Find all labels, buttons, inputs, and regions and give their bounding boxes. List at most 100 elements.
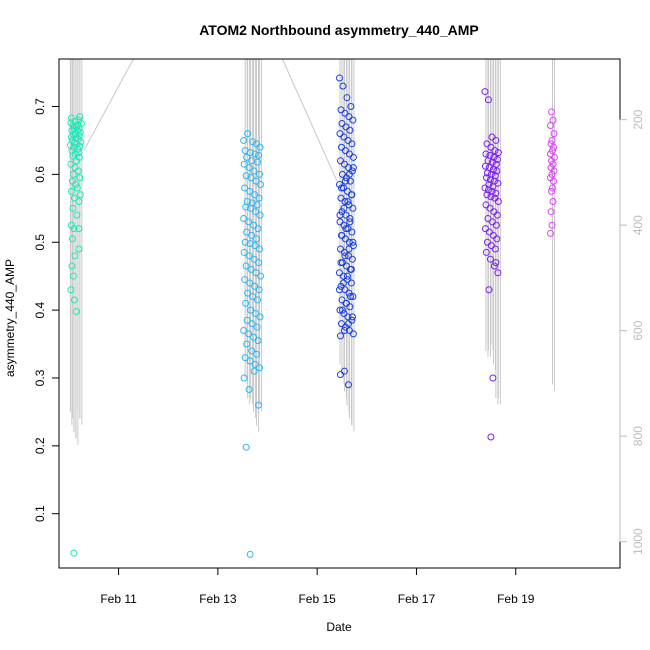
y-tick-label: 0.6: [33, 166, 47, 183]
y-tick-label: 0.3: [33, 369, 47, 386]
data-point: [70, 225, 78, 233]
data-point: [482, 201, 490, 209]
data-point: [257, 181, 265, 189]
data-point: [243, 153, 251, 161]
data-point: [70, 194, 78, 202]
data-point: [492, 259, 500, 267]
data-point: [484, 214, 492, 222]
data-point: [346, 177, 354, 185]
data-point: [72, 157, 80, 165]
y-tick-label: 0.7: [33, 98, 47, 115]
data-point: [336, 181, 343, 189]
data-point: [484, 96, 492, 104]
data-point: [253, 323, 261, 331]
data-point: [246, 550, 254, 558]
data-point: [253, 350, 261, 358]
y-axis: 0.1 0.2 0.3 0.4 0.5 0.6 0.7: [33, 98, 60, 522]
data-point: [341, 198, 349, 206]
data-point: [549, 177, 557, 185]
data-point: [70, 296, 78, 304]
x-axis: Feb 11 Feb 13 Feb 15 Feb 17 Feb 19: [100, 567, 535, 606]
data-point: [70, 143, 78, 151]
right-axis: 200 400 600 800 1000: [619, 109, 645, 555]
data-point: [349, 164, 357, 172]
data-point: [338, 208, 346, 216]
data-point: [241, 184, 249, 192]
data-point: [240, 136, 248, 144]
data-point: [483, 169, 491, 177]
data-point: [337, 184, 345, 192]
data-point: [256, 211, 264, 219]
y-axis-label: asymmetry_440_AMP: [3, 259, 17, 377]
data-point: [76, 174, 84, 182]
data-point: [77, 138, 85, 146]
data-point: [345, 238, 353, 246]
data-point: [482, 174, 490, 182]
data-point: [75, 125, 83, 133]
data-point: [256, 143, 264, 151]
data-point: [340, 310, 348, 317]
data-point: [338, 231, 346, 239]
data-point: [345, 326, 353, 334]
data-point: [246, 357, 254, 365]
data-point: [242, 299, 250, 307]
data-point: [546, 229, 554, 237]
data-point: [67, 187, 75, 195]
data-point: [340, 133, 348, 141]
data-point: [494, 179, 502, 187]
x-axis-label: Date: [326, 620, 352, 634]
data-point: [349, 153, 357, 161]
data-point: [488, 133, 496, 141]
data-point: [255, 401, 263, 409]
data-point: [243, 228, 251, 236]
data-point: [256, 170, 264, 178]
data-point: [247, 204, 255, 212]
data-point: [250, 221, 258, 229]
data-point: [493, 167, 501, 175]
data-point: [340, 221, 348, 229]
data-point: [75, 198, 83, 206]
data-point: [336, 286, 343, 294]
data-point: [348, 255, 356, 263]
connector-line: [83, 58, 134, 151]
data-point: [346, 293, 354, 301]
data-point: [348, 191, 356, 199]
data-point: [245, 386, 253, 394]
data-point: [344, 225, 352, 233]
data-point: [245, 164, 253, 172]
data-point: [486, 204, 494, 212]
data-point: [340, 326, 348, 334]
connector-lines: [83, 58, 338, 182]
data-point: [343, 276, 351, 284]
data-point: [252, 177, 260, 185]
data-point: [339, 82, 347, 90]
data-point: [548, 184, 556, 192]
data-point: [250, 167, 258, 175]
data-point: [75, 225, 83, 233]
data-point: [255, 151, 263, 159]
data-point: [490, 153, 498, 161]
data-point: [342, 225, 350, 233]
x-tick-label: Feb 13: [199, 592, 237, 606]
data-point: [483, 191, 491, 199]
data-point: [76, 191, 84, 199]
data-point: [251, 150, 259, 158]
data-point: [245, 252, 253, 260]
data-point: [245, 330, 253, 338]
data-point: [251, 360, 259, 368]
data-point: [342, 123, 350, 131]
data-point: [349, 204, 357, 212]
x-tick-label: Feb 11: [100, 592, 137, 606]
data-point: [67, 286, 75, 294]
data-point: [488, 158, 496, 166]
data-point: [346, 214, 354, 222]
data-point: [246, 149, 254, 157]
data-point: [241, 354, 249, 362]
data-point: [345, 170, 353, 178]
data-point: [345, 201, 353, 209]
data-point: [256, 245, 264, 253]
data-point: [337, 320, 345, 328]
data-point: [342, 262, 350, 270]
data-point: [485, 228, 493, 236]
data-point: [240, 326, 248, 334]
